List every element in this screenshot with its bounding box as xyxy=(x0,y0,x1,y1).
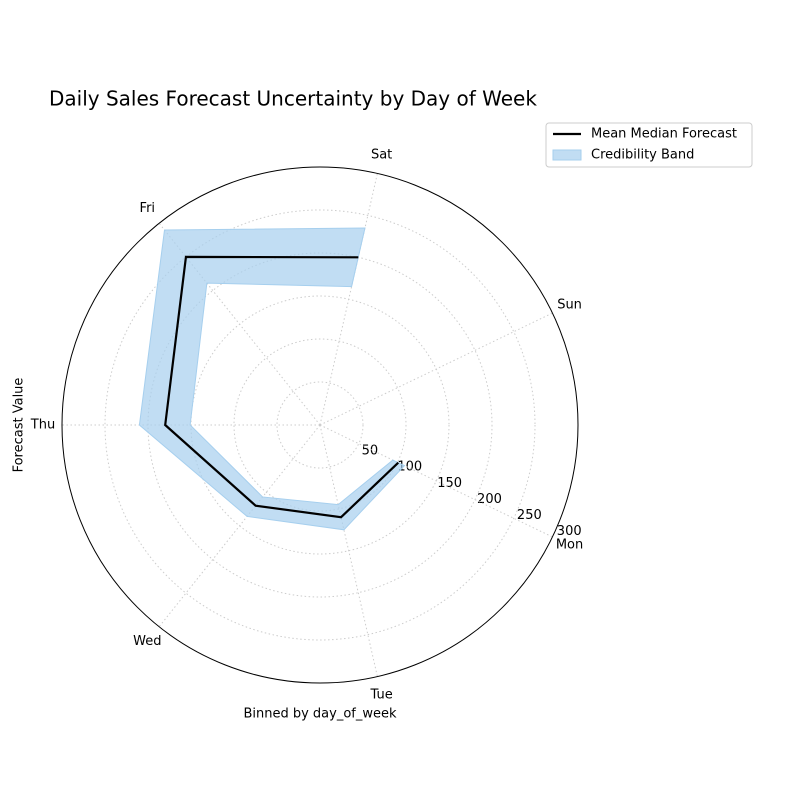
legend-label: Mean Median Forecast xyxy=(591,127,737,142)
spoke xyxy=(319,312,553,426)
band xyxy=(138,227,406,531)
y-tick-label: 200 xyxy=(477,492,502,507)
legend-swatch xyxy=(552,149,582,161)
x-axis-label: Binned by day_of_week xyxy=(243,707,397,722)
x-tick-label: Sat xyxy=(371,147,392,162)
y-tick-label: 100 xyxy=(397,460,422,475)
y-tick-label: 250 xyxy=(517,508,542,523)
x-tick-label: Sun xyxy=(557,297,582,312)
grid-circle xyxy=(276,381,364,469)
y-tick-label: 300 xyxy=(557,524,582,539)
series-line xyxy=(164,255,400,519)
outer-circle xyxy=(61,166,579,684)
y-axis-label: Forecast Value xyxy=(12,378,27,473)
grid-circle xyxy=(104,209,536,641)
chart-title: Daily Sales Forecast Uncertainty by Day … xyxy=(49,87,537,111)
y-tick-label: 150 xyxy=(437,476,462,491)
grid-circle xyxy=(233,338,407,512)
spoke xyxy=(319,424,378,677)
x-tick-label: Fri xyxy=(140,201,156,216)
y-tick-label: 50 xyxy=(362,444,379,459)
legend-label: Credibility Band xyxy=(591,148,694,163)
spoke xyxy=(319,173,378,426)
x-tick-label: Thu xyxy=(30,418,55,433)
legend-box xyxy=(545,122,753,168)
spoke xyxy=(158,424,321,628)
x-tick-label: Tue xyxy=(370,688,393,703)
x-tick-label: Wed xyxy=(133,634,161,649)
x-tick-label: Mon xyxy=(556,538,583,553)
spoke xyxy=(319,424,553,538)
spoke xyxy=(158,222,321,426)
